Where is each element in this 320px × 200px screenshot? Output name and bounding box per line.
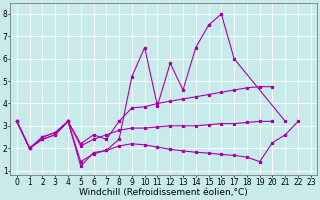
X-axis label: Windchill (Refroidissement éolien,°C): Windchill (Refroidissement éolien,°C) [79, 188, 248, 197]
